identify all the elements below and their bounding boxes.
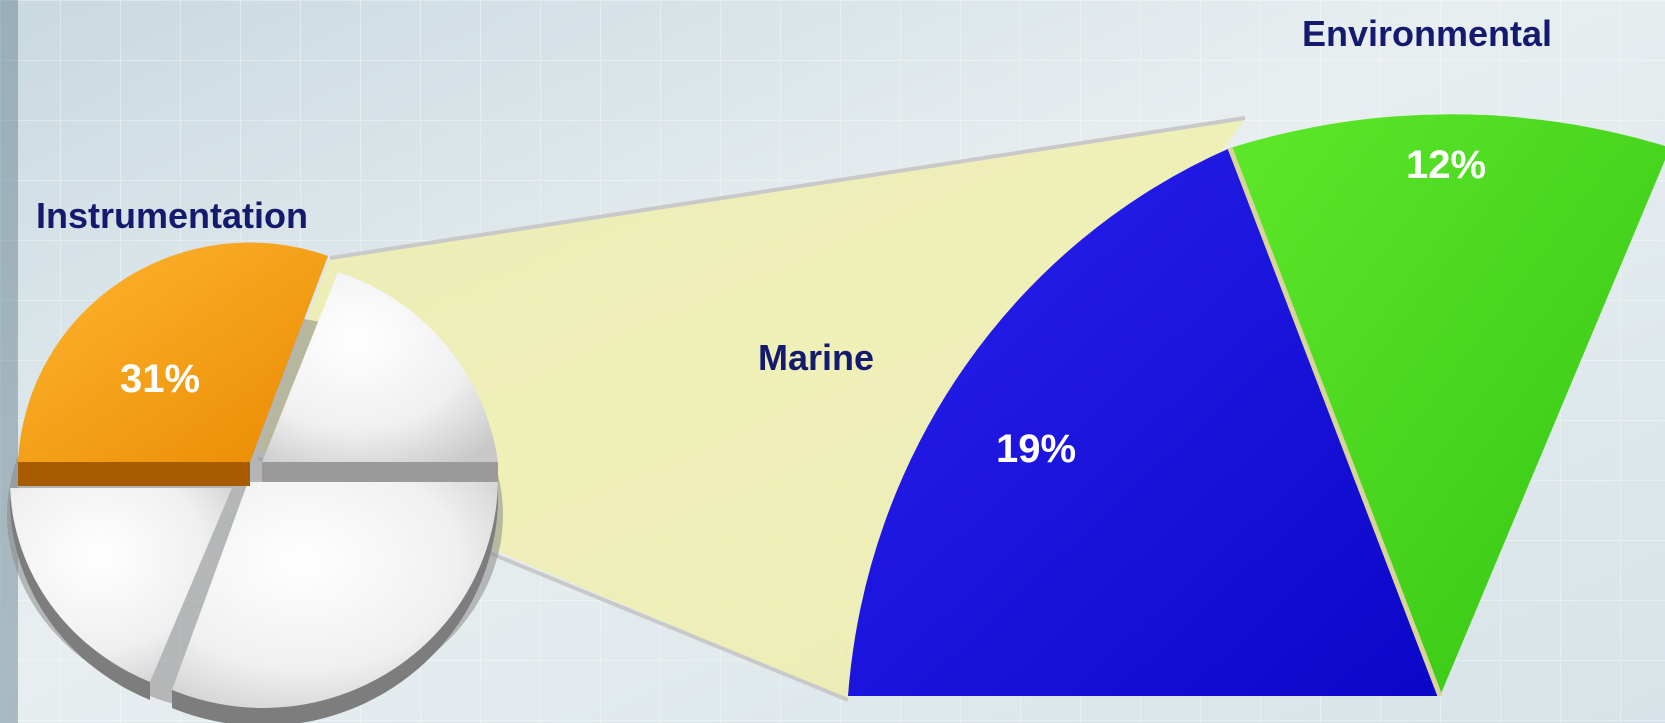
pie-slice-instrumentation-edge <box>18 462 250 486</box>
background-dark-edge <box>0 0 18 723</box>
label-marine: Marine <box>758 337 874 378</box>
detail-slice-environmental <box>1230 114 1665 696</box>
value-label-environmental: 12% <box>1406 143 1486 187</box>
value-label-instrumentation: 31% <box>120 357 200 401</box>
pie-slice-white-lower-right-edge <box>172 482 498 723</box>
pie-slice-instrumentation <box>18 242 328 462</box>
connector-band <box>258 118 1245 700</box>
detail-slice-marine <box>848 148 1440 696</box>
label-environmental: Environmental <box>1302 13 1552 54</box>
pie-slice-white-upper-right-edge <box>262 462 498 482</box>
detail-divider <box>1227 147 1443 697</box>
pie-slice-white-lower-right <box>172 482 498 708</box>
label-instrumentation: Instrumentation <box>36 195 308 236</box>
pie-slice-white-lower-left <box>10 488 232 682</box>
pie-slice-white-upper-right <box>262 272 498 462</box>
connector-line-top <box>329 116 1246 260</box>
value-label-marine: 19% <box>996 427 1076 471</box>
pie-slice-white-lower-left-edge <box>10 488 150 700</box>
